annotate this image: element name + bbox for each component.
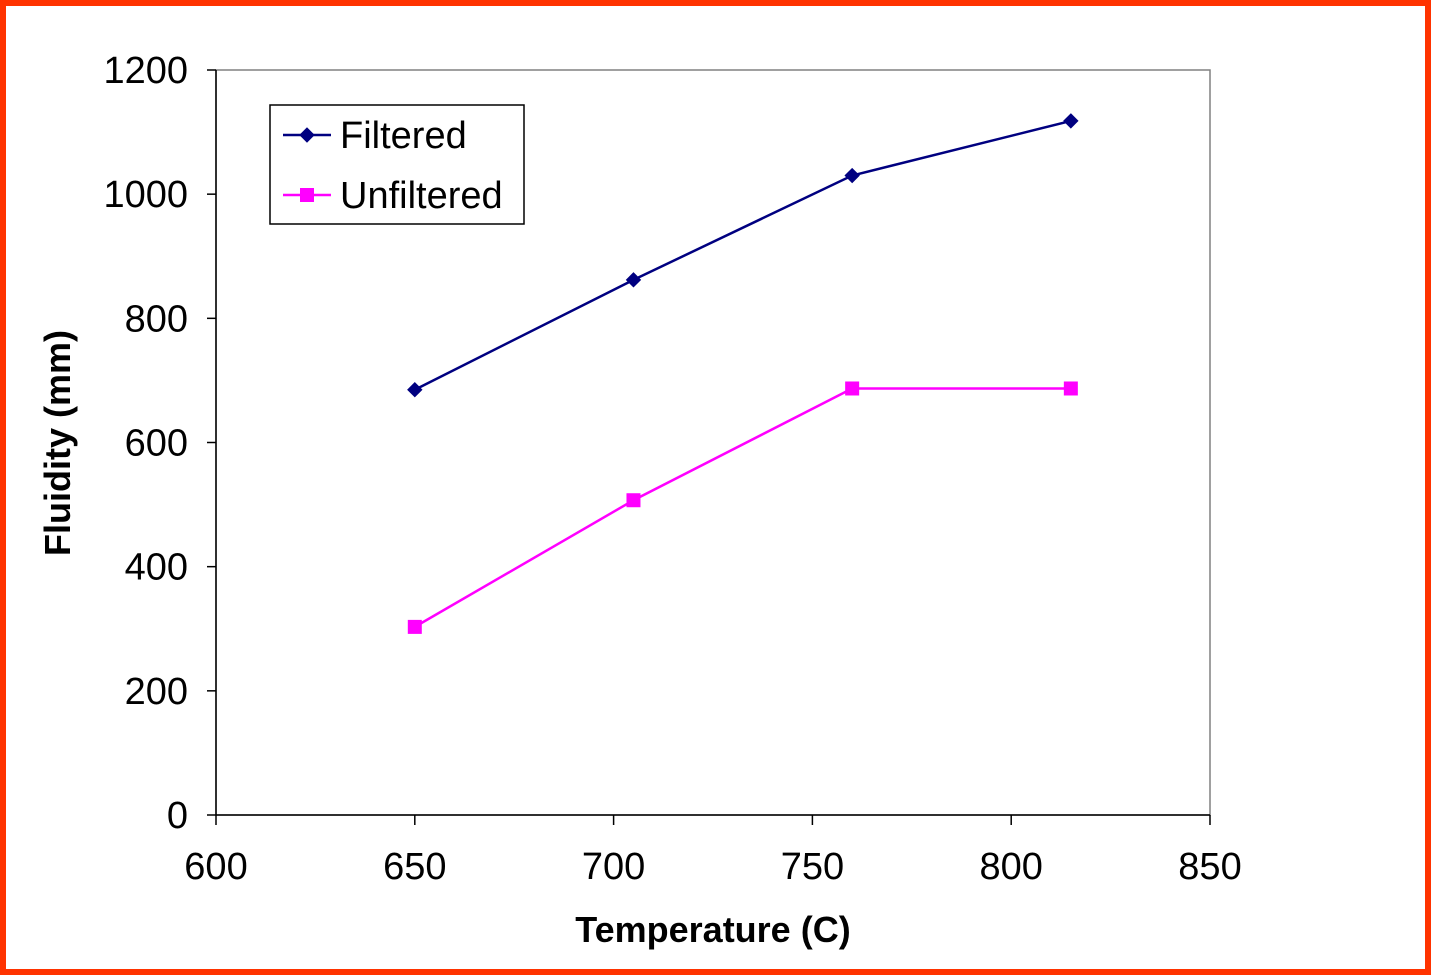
series-unfiltered: [407, 381, 1078, 634]
unfiltered-point: [1063, 381, 1078, 396]
legend-box: [269, 104, 525, 225]
y-tick-label: 800: [125, 298, 188, 340]
unfiltered-point: [626, 493, 641, 508]
unfiltered-point: [407, 619, 422, 634]
legend-item-unfiltered: Unfiltered: [283, 175, 503, 217]
filtered-point: [844, 167, 860, 184]
x-tick-label: 750: [781, 846, 844, 888]
x-tick-label: 650: [383, 846, 446, 888]
series-layer: [407, 113, 1079, 634]
filtered-line: [414, 119, 1072, 391]
y-tick-label: 200: [125, 671, 188, 713]
x-axis-title: Temperature (C): [575, 909, 850, 950]
legend-label-filtered: Filtered: [340, 115, 467, 157]
legend-label-unfiltered: Unfiltered: [340, 175, 503, 217]
y-tick-label: 400: [125, 547, 188, 589]
legend-marker-unfiltered: [300, 188, 314, 202]
axes: 0 200 400 600 800 1000 1200 600 650 700 750 800 850: [103, 50, 1241, 888]
y-tick-label: 0: [167, 795, 188, 837]
x-tick-label: 850: [1178, 846, 1241, 888]
y-tick-label: 1200: [103, 50, 188, 92]
series-filtered: [407, 113, 1079, 398]
y-tick-label: 600: [125, 423, 188, 465]
unfiltered-line: [414, 387, 1071, 628]
y-tick-label: 1000: [103, 174, 188, 216]
x-tick-label: 800: [979, 846, 1042, 888]
unfiltered-point: [845, 381, 860, 396]
filtered-point: [625, 272, 642, 288]
legend-item-filtered: Filtered: [283, 115, 467, 157]
x-tick-label: 600: [184, 846, 247, 888]
legend-marker-filtered: [299, 127, 315, 143]
y-axis-title: Fluidity (mm): [37, 330, 78, 556]
legend: Filtered Unfiltered: [269, 104, 525, 225]
x-tick-label: 700: [582, 846, 645, 888]
filtered-point: [407, 382, 423, 398]
filtered-point: [1063, 113, 1079, 129]
